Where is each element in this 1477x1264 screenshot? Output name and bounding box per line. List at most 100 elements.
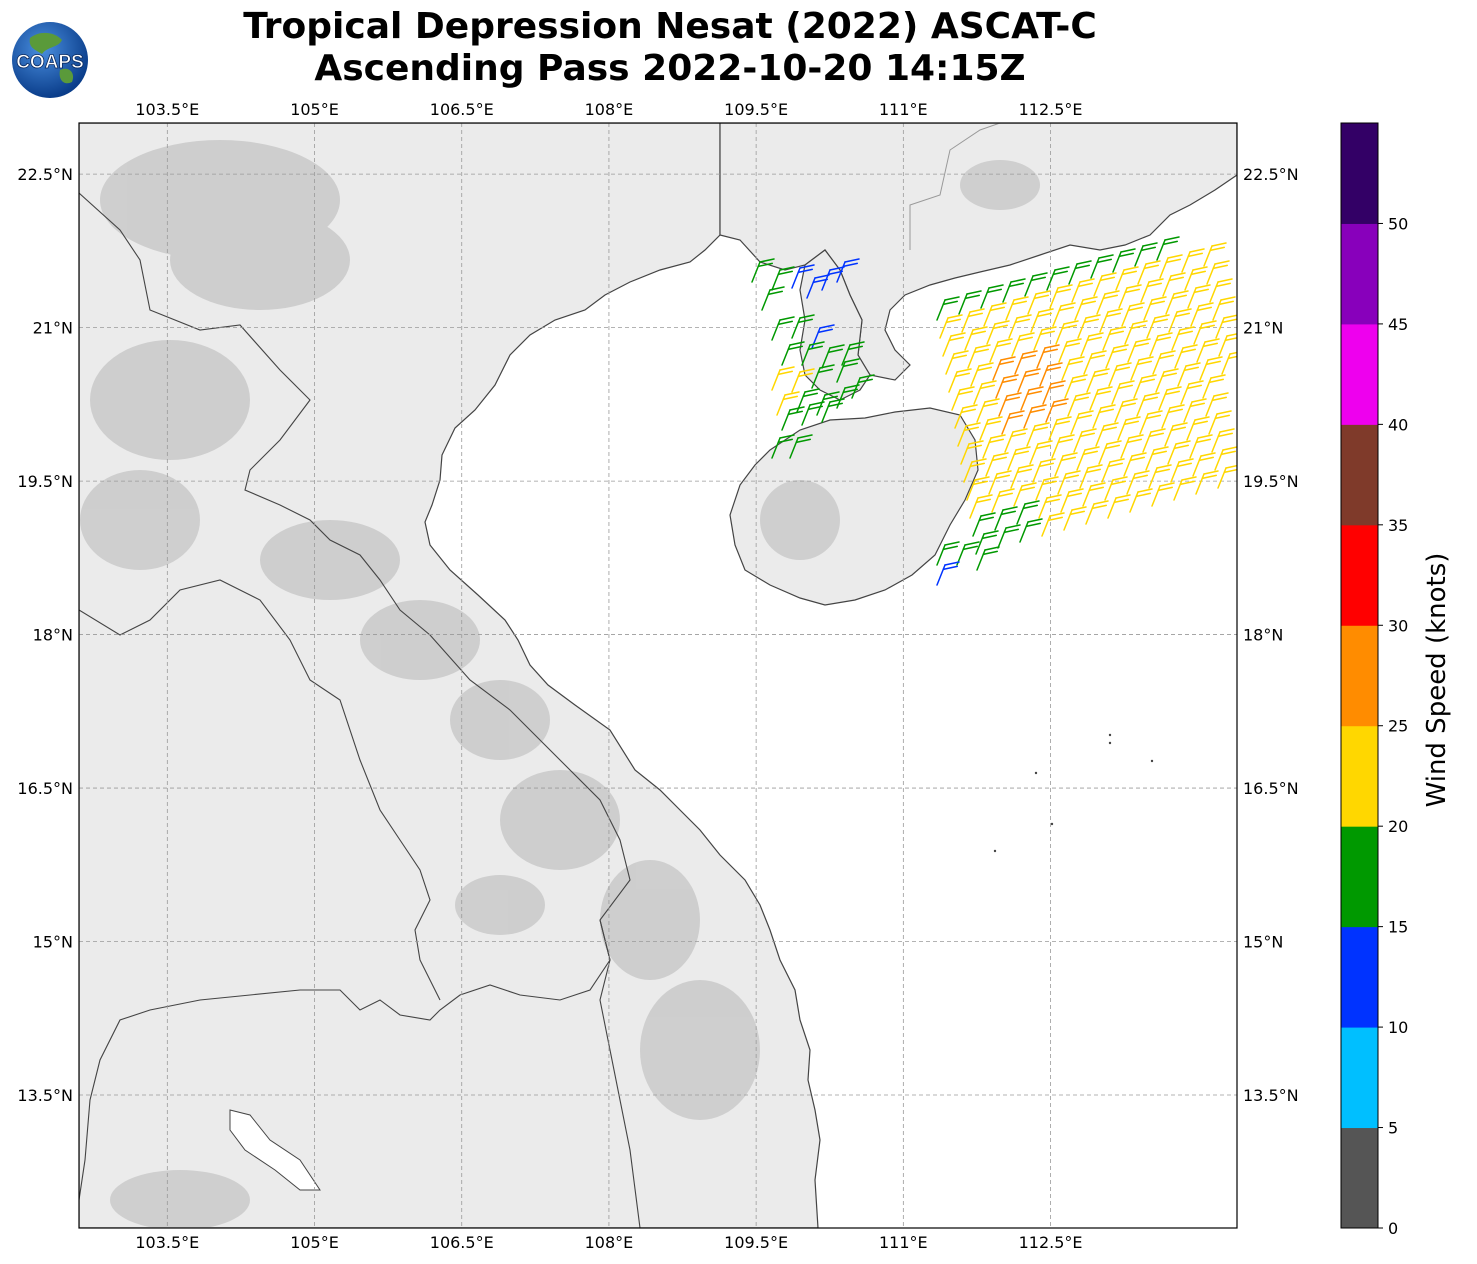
wind-barb [1039, 362, 1063, 387]
wind-barb [1013, 482, 1037, 507]
wind-barb [1167, 440, 1191, 465]
colorbar-tick-labels: 0 5 10 15 20 25 30 35 40 45 50 [1378, 214, 1408, 1238]
lat-tick-label: 15°N [33, 933, 73, 952]
lat-tick-label: 19.5°N [1243, 472, 1299, 491]
wind-barb [1058, 338, 1082, 363]
wind-barb [1130, 356, 1154, 381]
wind-barb [1045, 398, 1069, 423]
wind-barb [998, 392, 1022, 417]
colorbar-tick-label: 30 [1388, 616, 1408, 635]
colorbar-tick-label: 40 [1388, 415, 1408, 434]
wind-barb [801, 401, 825, 426]
wind-barb [1020, 386, 1044, 411]
lat-tick-label: 22.5°N [1243, 165, 1299, 184]
wind-barb [816, 391, 840, 416]
wind-barb [1118, 284, 1142, 309]
wind-barb [966, 476, 990, 501]
wind-barb [979, 416, 1003, 441]
wind-barb [936, 296, 960, 321]
wind-barb [1152, 350, 1176, 375]
wind-barb [1052, 302, 1076, 327]
wind-barb [958, 290, 982, 315]
wind-barb [1156, 236, 1180, 261]
wind-barb [1112, 248, 1136, 273]
lon-tick-label: 105°E [290, 100, 339, 119]
colorbar-label-wrap: Wind Speed (knots) [1422, 553, 1452, 808]
province-border [909, 123, 1001, 250]
lat-tick-label: 18°N [1243, 626, 1283, 645]
wind-barb [1123, 452, 1147, 477]
wind-barb [1164, 422, 1188, 447]
lon-tick-labels-bottom: 103.5°E 105°E 106.5°E 108°E 109.5°E 111°E 112.… [135, 1233, 1082, 1252]
lon-tick-label: 109.5°E [724, 100, 788, 119]
colorbar-bin [1341, 424, 1378, 526]
wind-barb [1149, 332, 1173, 357]
wind-barb [1071, 278, 1095, 303]
wind-barb [1117, 416, 1141, 441]
wind-barb [1146, 314, 1170, 339]
wind-barb [1096, 290, 1120, 315]
wind-barb [806, 274, 830, 299]
lat-tick-label: 22.5°N [17, 165, 73, 184]
wind-barb [1168, 308, 1192, 333]
wind-barb [1181, 248, 1205, 273]
wind-barb [967, 344, 991, 369]
paracel-islands [993, 733, 1154, 853]
wind-barb [836, 258, 860, 283]
wind-barb [1076, 446, 1100, 471]
wind-barb [1048, 416, 1072, 441]
wind-barb [1041, 512, 1065, 537]
wind-barb [982, 434, 1006, 459]
wind-barb [1019, 518, 1043, 543]
wind-barb [980, 284, 1004, 309]
wind-barb [988, 470, 1012, 495]
colorbar-tick-label: 10 [1388, 1018, 1408, 1037]
wind-barb [821, 266, 845, 291]
wind-barb [1086, 368, 1110, 393]
wind-barb [1105, 344, 1129, 369]
land-leizhou [799, 249, 871, 401]
wind-barb [1008, 314, 1032, 339]
wind-barb [942, 332, 966, 357]
lat-tick-label: 16.5°N [1243, 779, 1299, 798]
lon-tick-label: 103.5°E [135, 1233, 199, 1252]
wind-barb [1211, 428, 1235, 453]
wind-barb [983, 302, 1007, 327]
wind-barb [1036, 344, 1060, 369]
wind-barb [1102, 326, 1126, 351]
lon-tick-label: 112.5°E [1019, 1233, 1083, 1252]
colorbar-tick-label: 0 [1388, 1219, 1398, 1238]
wind-barb [1104, 476, 1128, 501]
wind-barb [1038, 494, 1062, 519]
wind-barb [1046, 266, 1070, 291]
wind-barb [1203, 242, 1227, 267]
wind-barb [1190, 302, 1214, 327]
wind-barb [791, 264, 815, 289]
wind-barb [1114, 398, 1138, 423]
wind-barb [939, 314, 963, 339]
lon-tick-label: 108°E [585, 1233, 634, 1252]
wind-barb [1186, 416, 1210, 441]
wind-barb [994, 506, 1018, 531]
wind-barb [1063, 506, 1087, 531]
colorbar-bin [1341, 625, 1378, 727]
wind-barb [1108, 362, 1132, 387]
wind-barb [1183, 398, 1207, 423]
wind-barb [1002, 278, 1026, 303]
wind-barb [1085, 500, 1109, 525]
wind-barb [771, 366, 795, 391]
wind-barb [1051, 434, 1075, 459]
wind-barb [1082, 482, 1106, 507]
wind-barb [1115, 266, 1139, 291]
wind-barb [986, 320, 1010, 345]
wind-barb [1090, 254, 1114, 279]
wind-barb [1030, 308, 1054, 333]
chart-title: Tropical Depression Nesat (2022) ASCAT-C… [80, 6, 1260, 90]
wind-barb [1029, 440, 1053, 465]
wind-barb [992, 356, 1016, 381]
wind-barb [1184, 266, 1208, 291]
lon-tick-label: 106.5°E [430, 100, 494, 119]
country-borders [79, 192, 641, 1228]
wind-barb [1004, 428, 1028, 453]
